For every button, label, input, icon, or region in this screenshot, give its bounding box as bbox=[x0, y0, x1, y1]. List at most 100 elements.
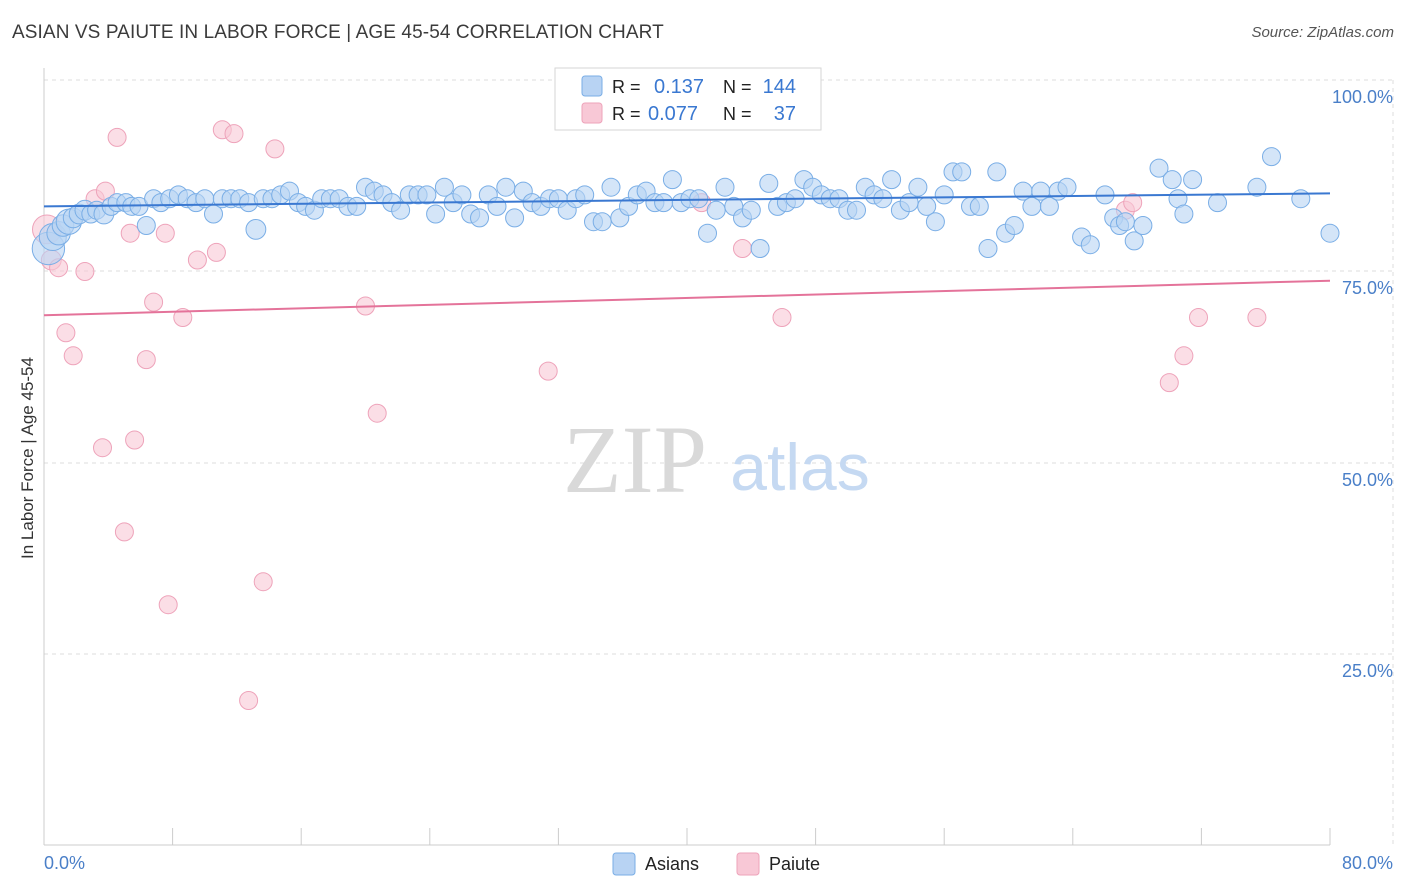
asian-point-55 bbox=[470, 208, 489, 228]
asian-point-131 bbox=[1149, 158, 1169, 178]
x-axis-ticks bbox=[43, 828, 1331, 845]
legend-paiute-n-label: N = bbox=[723, 104, 752, 124]
asian-point-81 bbox=[698, 223, 717, 243]
asian-point-59 bbox=[505, 208, 525, 228]
x-tick-label-min: 0.0% bbox=[44, 853, 85, 873]
y-tick-label-25: 25.0% bbox=[1342, 661, 1393, 681]
asian-point-67 bbox=[575, 185, 595, 205]
asian-point-130 bbox=[1133, 216, 1153, 235]
paiute-point-29 bbox=[733, 239, 752, 258]
paiute-point-35 bbox=[1174, 346, 1194, 366]
asian-points bbox=[31, 147, 1340, 266]
paiute-point-22 bbox=[239, 691, 259, 710]
chart-source: Source: ZipAtlas.com bbox=[1251, 24, 1394, 41]
bottom-legend-label-paiute: Paiute bbox=[769, 854, 820, 874]
asian-point-136 bbox=[1208, 193, 1227, 213]
paiute-point-7 bbox=[93, 438, 112, 458]
paiute-point-10 bbox=[114, 522, 134, 542]
paiute-point-27 bbox=[538, 361, 558, 381]
paiute-trend-line bbox=[43, 279, 1331, 317]
asian-point-138 bbox=[1262, 147, 1281, 167]
asian-point-112 bbox=[969, 196, 989, 216]
asian-point-129 bbox=[1124, 231, 1144, 251]
asian-point-70 bbox=[601, 177, 621, 197]
legend-swatch-paiute bbox=[581, 102, 603, 124]
asian-point-82 bbox=[706, 200, 726, 220]
asian-point-132 bbox=[1162, 170, 1182, 190]
paiute-point-21 bbox=[224, 124, 244, 144]
asian-point-77 bbox=[662, 170, 682, 190]
asian-point-41 bbox=[347, 196, 367, 216]
y-tick-label-50: 50.0% bbox=[1342, 470, 1393, 490]
asian-point-16 bbox=[136, 216, 156, 235]
bottom-legend-swatch-asians bbox=[612, 852, 636, 876]
paiute-point-9 bbox=[107, 127, 127, 147]
asian-point-49 bbox=[417, 185, 437, 205]
legend-asians-n-value: 144 bbox=[763, 76, 796, 98]
paiute-point-16 bbox=[158, 595, 178, 615]
paiute-point-33 bbox=[1123, 193, 1143, 213]
paiute-point-26 bbox=[367, 403, 387, 423]
asian-point-102 bbox=[882, 170, 902, 190]
asian-point-76 bbox=[654, 193, 674, 213]
watermark-atlas: atlas bbox=[730, 430, 869, 504]
y-tick-label-75: 75.0% bbox=[1342, 278, 1393, 298]
asian-point-122 bbox=[1057, 177, 1077, 197]
paiute-point-31 bbox=[772, 308, 792, 327]
paiute-point-34 bbox=[1159, 373, 1179, 393]
asian-point-135 bbox=[1183, 170, 1203, 190]
asian-point-107 bbox=[925, 212, 945, 232]
bottom-legend-swatch-paiute bbox=[736, 852, 760, 876]
asian-point-53 bbox=[452, 185, 472, 205]
asian-point-80 bbox=[689, 189, 709, 209]
asian-point-88 bbox=[759, 173, 779, 193]
asian-point-120 bbox=[1039, 196, 1059, 216]
paiute-point-11 bbox=[120, 223, 140, 243]
asian-point-69 bbox=[592, 212, 612, 232]
legend-paiute-r-label: R = bbox=[612, 104, 641, 124]
paiute-point-37 bbox=[1247, 308, 1267, 327]
asian-point-140 bbox=[1320, 223, 1340, 243]
legend-asians-n-label: N = bbox=[723, 77, 752, 97]
asian-point-113 bbox=[978, 239, 998, 258]
paiute-point-12 bbox=[125, 430, 145, 450]
paiute-point-3 bbox=[56, 323, 76, 343]
paiute-point-5 bbox=[75, 262, 95, 281]
paiute-point-14 bbox=[144, 292, 164, 312]
asian-point-124 bbox=[1080, 235, 1100, 255]
asian-point-108 bbox=[934, 185, 954, 205]
asian-point-51 bbox=[434, 177, 454, 197]
bottom-legend-label-asians: Asians bbox=[645, 854, 699, 874]
legend-swatch-asians bbox=[581, 75, 603, 97]
asian-point-137 bbox=[1247, 177, 1267, 197]
asian-point-128 bbox=[1115, 212, 1135, 232]
chart-title: ASIAN VS PAIUTE IN LABOR FORCE | AGE 45-… bbox=[12, 22, 664, 43]
asian-point-86 bbox=[741, 200, 761, 220]
asian-point-83 bbox=[715, 177, 735, 197]
asian-point-105 bbox=[908, 177, 928, 197]
legend-asians-r-value: 0.137 bbox=[654, 76, 704, 98]
legend-paiute-r-value: 0.077 bbox=[648, 103, 698, 125]
asian-point-114 bbox=[987, 162, 1007, 182]
x-tick-label-max: 80.0% bbox=[1342, 853, 1393, 873]
legend-asians-r-label: R = bbox=[612, 77, 641, 97]
paiute-point-23 bbox=[253, 572, 273, 592]
asian-point-87 bbox=[750, 239, 770, 258]
asian-point-58 bbox=[496, 177, 516, 197]
paiute-point-15 bbox=[155, 223, 175, 243]
paiute-point-36 bbox=[1189, 308, 1208, 327]
paiute-point-4 bbox=[63, 346, 83, 366]
series-legend: Asians Paiute bbox=[612, 852, 820, 876]
asian-point-98 bbox=[847, 200, 866, 220]
y-tick-label-100: 100.0% bbox=[1332, 87, 1393, 107]
asian-point-46 bbox=[391, 200, 411, 220]
paiute-point-19 bbox=[206, 242, 226, 262]
paiute-point-17 bbox=[173, 308, 193, 327]
asian-point-57 bbox=[487, 196, 507, 216]
watermark-zip: ZIP bbox=[563, 406, 707, 513]
asian-point-116 bbox=[1004, 216, 1024, 235]
correlation-legend: R = 0.137 N = 144 R = 0.077 N = 37 bbox=[554, 67, 822, 131]
asian-trend-line bbox=[43, 192, 1331, 208]
asian-point-134 bbox=[1174, 204, 1194, 224]
